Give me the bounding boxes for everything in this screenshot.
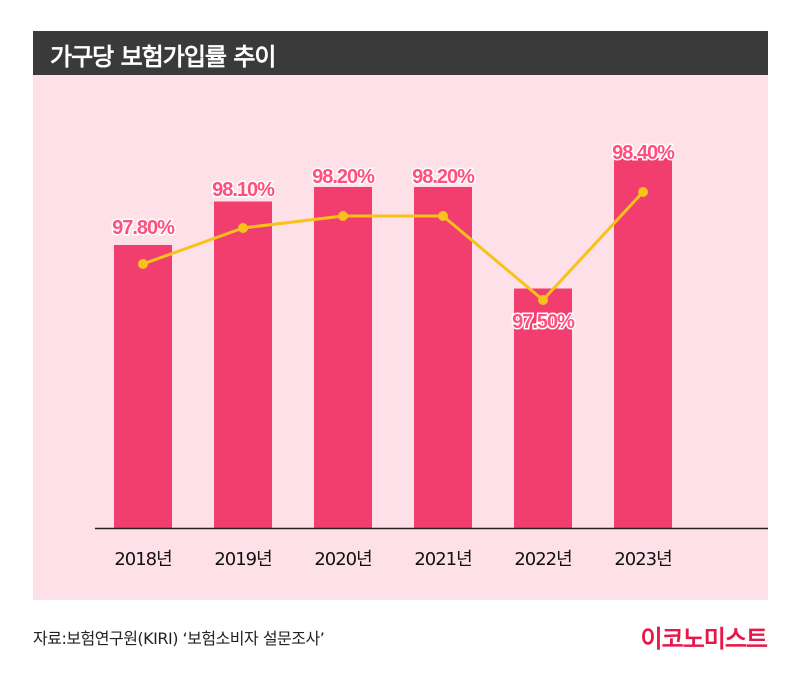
trend-point [238,223,248,233]
trend-point [438,211,448,221]
trend-point [138,259,148,269]
data-label: 98.10% [212,179,275,201]
bar [114,245,172,528]
bar [214,201,272,528]
trend-line [142,190,645,302]
x-tick-label: 2022년 [514,549,571,570]
bar [414,187,472,528]
trend-point [538,295,548,305]
insurance-rate-chart: 97.80% 98.10% 98.20% 98.20% 97.50% 98.40% 2018… [95,141,768,570]
data-label: 98.40% [612,142,675,164]
title-bar: 가구당 보험가입률 추이 [33,31,768,75]
bar [514,288,572,528]
trend-point [338,211,348,221]
chart-title: 가구당 보험가입률 추이 [50,43,277,71]
bar [314,187,372,528]
x-tick-label: 2021년 [414,549,471,570]
trend-point [638,187,648,197]
data-label: 97.80% [112,217,175,239]
source-note: 자료:보험연구원(KIRI) ‘보험소비자 설문조사’ [33,629,325,648]
economist-logo: 이코노미스트 [640,625,768,653]
x-tick-label: 2019년 [214,549,271,570]
data-label: 97.50% [512,311,575,333]
x-tick-label: 2023년 [614,549,671,570]
data-label: 98.20% [412,166,475,188]
x-tick-label: 2020년 [314,549,371,570]
data-label: 98.20% [312,166,375,188]
bar [614,158,672,528]
x-tick-label: 2018년 [114,549,171,570]
